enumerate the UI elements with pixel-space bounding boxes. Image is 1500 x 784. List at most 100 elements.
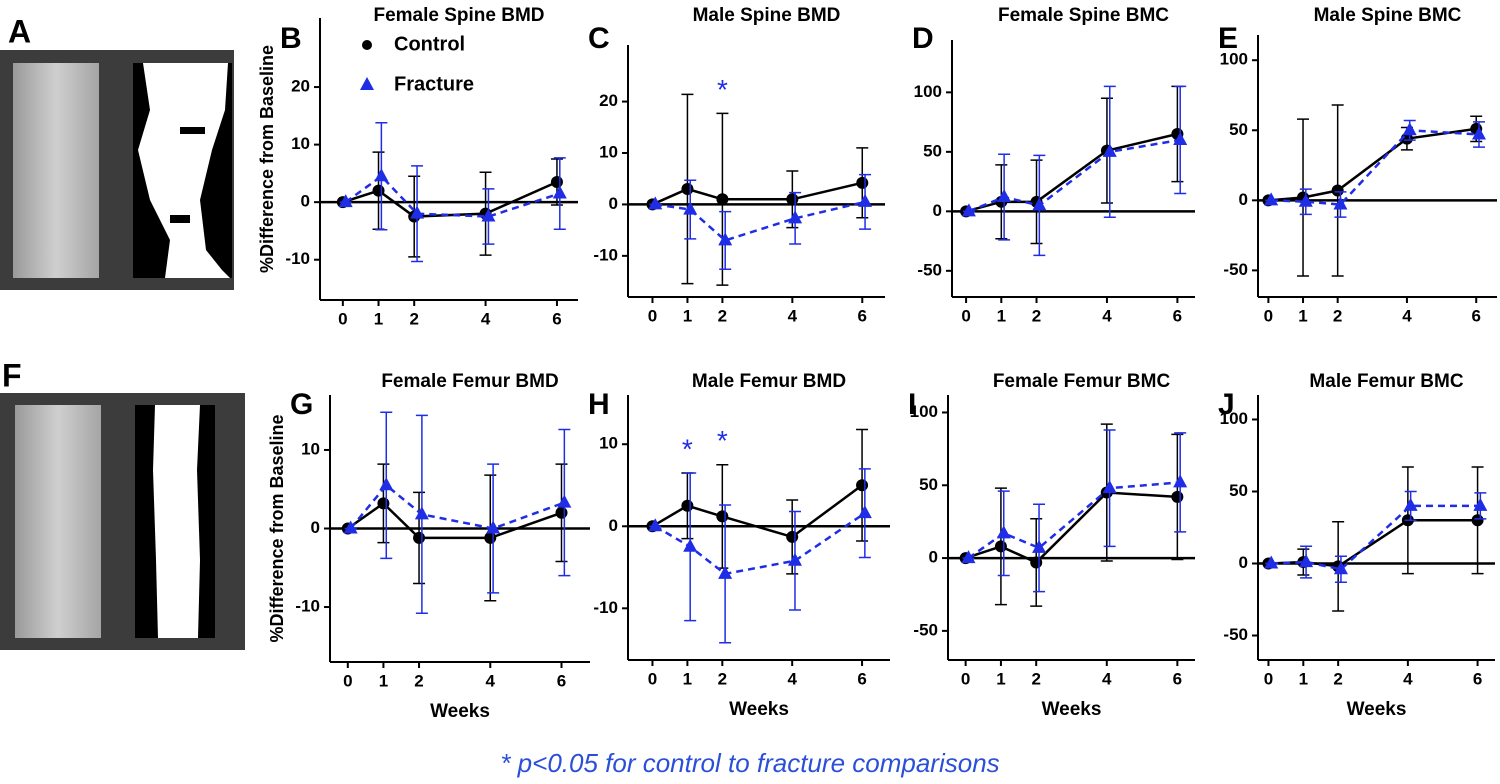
y-tick-label: -50 [1223,260,1248,279]
panel: G Female Femur BMD %Difference from Baseli… [267,371,590,722]
mask-region [138,63,230,278]
x-tick-label: 6 [857,669,866,688]
x-tick-label: 6 [1173,306,1182,325]
mask-hole [180,127,205,134]
marker [338,194,353,208]
x-tick-label: 0 [961,306,970,325]
marker [555,506,568,519]
x-tick-label: 4 [1102,669,1112,688]
panel: I Female Femur BMC Weeks -50 0 50 100 0 1 2 4 6 [908,371,1195,720]
marker [484,531,497,544]
panel-letter: H [588,388,610,421]
chart-title: Female Spine BMD [373,5,544,26]
x-tick-label: 4 [1403,669,1413,688]
x-tick-label: 0 [961,669,970,688]
image-panel-a [0,50,234,290]
significance-marker: * [717,74,728,105]
y-tick-label: 50 [1229,120,1248,139]
y-tick-label: 0 [933,201,942,220]
marker [856,176,869,189]
x-tick-label: 6 [1471,306,1480,325]
marker [414,506,429,520]
x-tick-label: 2 [1032,306,1041,325]
y-tick-label: 0 [1239,190,1248,209]
y-tick-label: 10 [291,134,310,153]
x-axis-label: Weeks [729,699,789,720]
marker [1030,556,1043,569]
y-tick-label: 0 [301,192,310,211]
marker [1171,490,1184,503]
marker [1333,561,1348,575]
panel: D Female Spine BMC -50 0 50 100 0 1 2 4 6 [912,5,1195,325]
x-tick-label: 6 [557,671,566,690]
marker [410,205,425,219]
marker [1403,497,1418,511]
marker [996,525,1011,539]
y-tick-label: 0 [1239,553,1248,572]
image-panel-f [0,393,245,650]
y-tick-label: 100 [1220,409,1248,428]
y-tick-label: 100 [1220,50,1248,69]
y-tick-label: 20 [291,77,310,96]
marker [374,168,389,182]
y-tick-label: -50 [913,620,938,639]
x-tick-label: 4 [1402,306,1412,325]
marker [716,510,729,523]
marker [481,208,496,222]
x-tick-label: 2 [409,309,418,328]
marker [786,530,799,543]
panel-letter: E [1218,22,1238,55]
y-tick-label: -10 [593,245,618,264]
marker [1264,555,1279,569]
significance-marker: * [682,433,693,464]
chart-title: Male Spine BMD [693,5,841,26]
marker [1473,497,1488,511]
x-tick-label: 6 [858,306,867,325]
marker [683,538,698,552]
footnote: * p<0.05 for control to fracture compari… [500,748,999,778]
marker [486,520,501,534]
panel-letter: B [280,22,302,55]
marker [550,176,563,189]
y-tick-label: -10 [295,597,320,616]
x-tick-label: 2 [718,669,727,688]
x-tick-label: 1 [374,309,383,328]
marker [413,531,426,544]
marker [857,505,872,519]
y-tick-label: 10 [301,439,320,458]
y-tick-label: 50 [919,475,938,494]
x-tick-label: 0 [648,669,657,688]
panel-letter: A [8,13,31,49]
marker [681,183,694,195]
y-tick-label: 0 [929,548,938,567]
marker [718,232,733,246]
marker [1032,197,1047,211]
mask-region [153,405,200,638]
panel: C Male Spine BMD -10 0 10 20 0 1 2 4 6 * [588,5,885,325]
marker [1032,539,1047,553]
x-tick-label: 1 [683,306,692,325]
marker [787,552,802,566]
marker [681,499,694,512]
panel-letter: D [912,22,934,55]
marker [1402,122,1417,136]
x-tick-label: 4 [788,306,798,325]
mask-hole [170,215,190,223]
y-tick-label: 0 [311,518,320,537]
marker [1102,480,1117,494]
y-tick-label: -50 [1223,625,1248,644]
panel: E Male Spine BMC -50 0 50 100 0 1 2 4 6 [1218,5,1497,325]
x-tick-label: 6 [1173,669,1182,688]
x-tick-label: 0 [343,671,352,690]
x-tick-label: 4 [787,669,797,688]
x-tick-label: 0 [1264,306,1273,325]
marker [552,185,567,199]
y-tick-label: 50 [923,141,942,160]
marker [1299,554,1314,568]
x-tick-label: 6 [1473,669,1482,688]
significance-marker: * [717,425,728,456]
x-tick-label: 4 [1102,306,1112,325]
marker [1471,514,1484,527]
x-tick-label: 0 [338,309,347,328]
